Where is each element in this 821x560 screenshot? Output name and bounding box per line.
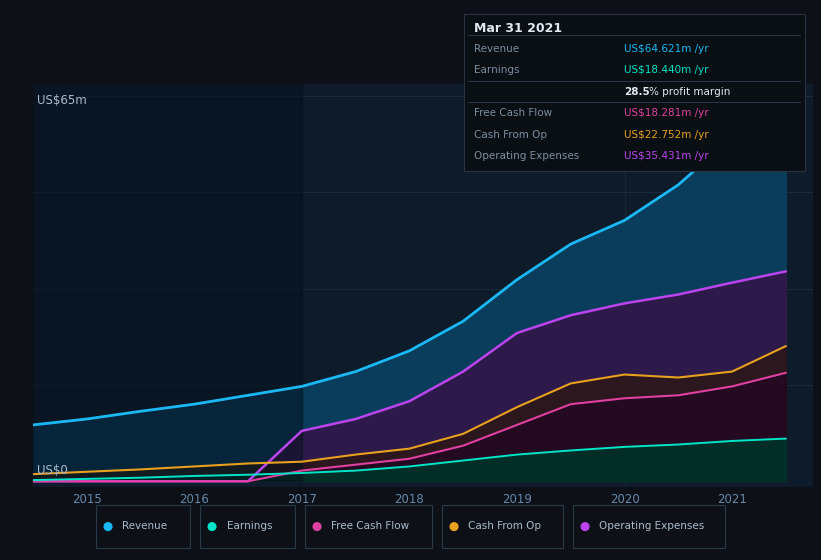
Text: US$35.431m /yr: US$35.431m /yr bbox=[624, 151, 709, 161]
Text: Operating Expenses: Operating Expenses bbox=[599, 521, 704, 531]
Text: 28.5: 28.5 bbox=[624, 87, 649, 97]
Text: ⬤: ⬤ bbox=[207, 522, 217, 531]
Text: ⬤: ⬤ bbox=[103, 522, 112, 531]
Text: Earnings: Earnings bbox=[474, 66, 519, 76]
Text: US$0: US$0 bbox=[37, 464, 67, 477]
Text: Revenue: Revenue bbox=[474, 44, 519, 54]
Text: Cash From Op: Cash From Op bbox=[468, 521, 541, 531]
Text: US$65m: US$65m bbox=[37, 94, 86, 107]
Text: Cash From Op: Cash From Op bbox=[474, 130, 547, 140]
Text: Revenue: Revenue bbox=[122, 521, 167, 531]
Text: Free Cash Flow: Free Cash Flow bbox=[474, 108, 552, 118]
Text: % profit margin: % profit margin bbox=[649, 87, 730, 97]
Text: ⬤: ⬤ bbox=[448, 522, 458, 531]
Text: ⬤: ⬤ bbox=[311, 522, 321, 531]
Text: US$64.621m /yr: US$64.621m /yr bbox=[624, 44, 709, 54]
Text: US$22.752m /yr: US$22.752m /yr bbox=[624, 130, 709, 140]
Text: US$18.440m /yr: US$18.440m /yr bbox=[624, 66, 709, 76]
Text: US$18.281m /yr: US$18.281m /yr bbox=[624, 108, 709, 118]
Text: Operating Expenses: Operating Expenses bbox=[474, 151, 579, 161]
Text: Free Cash Flow: Free Cash Flow bbox=[331, 521, 409, 531]
Text: ⬤: ⬤ bbox=[580, 522, 589, 531]
Text: Mar 31 2021: Mar 31 2021 bbox=[474, 21, 562, 35]
Text: Earnings: Earnings bbox=[227, 521, 272, 531]
